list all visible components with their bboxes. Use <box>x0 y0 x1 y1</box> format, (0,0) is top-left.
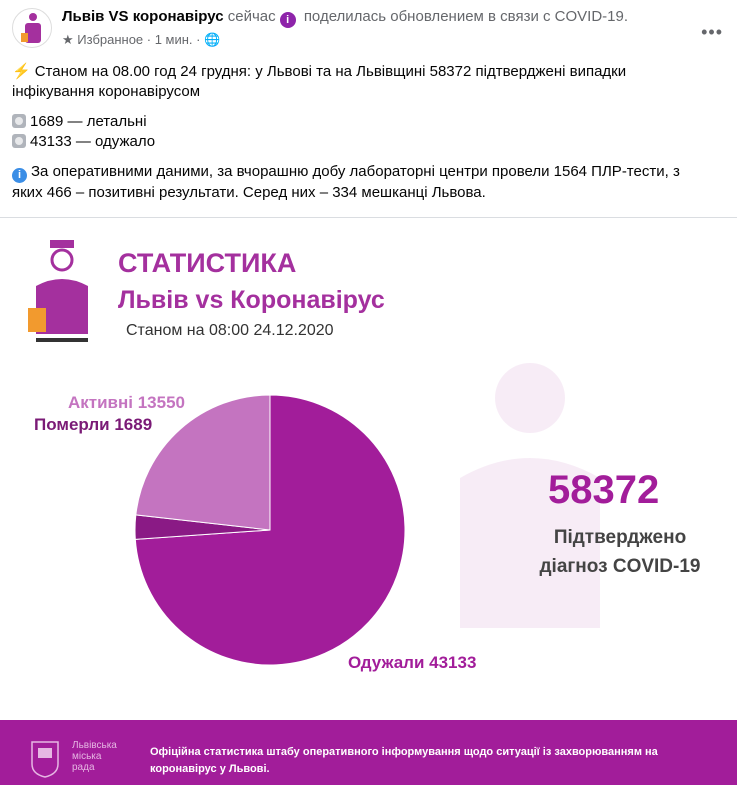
post-header: Львів VS коронавірус сейчас i поделилась … <box>12 8 628 48</box>
total-cases: 58372 <box>548 468 660 512</box>
total-label-1: Підтверджено <box>553 527 687 548</box>
lviv-coat-of-arms-icon <box>31 741 59 778</box>
bullet-icon <box>12 114 26 128</box>
pie-slice-2 <box>135 394 271 531</box>
globe-icon: 🌐 <box>204 32 221 47</box>
post-meta[interactable]: Избранное · 1 мин. · <box>77 32 201 47</box>
info-icon: i <box>12 168 27 183</box>
infographic-date: Станом на 08:00 24.12.2020 <box>126 322 334 339</box>
recovered-line: 43133 — одужало <box>30 133 156 150</box>
label-deaths: Померли 1689 <box>34 415 153 434</box>
pie-chart <box>134 394 406 666</box>
divider <box>0 217 737 218</box>
doctor-logo-icon <box>28 240 88 342</box>
paragraph-cases: Станом на 08.00 год 24 грудня: у Львові … <box>12 63 627 100</box>
paragraph-tests: За оперативними даними, за вчорашню добу… <box>12 163 680 201</box>
label-recovered: Одужали 43133 <box>348 653 477 672</box>
infographic-title: СТАТИСТИКА <box>118 248 297 278</box>
bullet-icon <box>12 134 26 148</box>
more-icon[interactable]: ••• <box>701 22 723 42</box>
label-active: Активні 13550 <box>68 393 185 412</box>
post-text: ⚡ Станом на 08.00 год 24 грудня: у Львові… <box>12 62 712 213</box>
lightning-icon: ⚡ <box>12 63 31 80</box>
page-name[interactable]: Львів VS коронавірус <box>62 8 224 25</box>
city-council-name: Львівська міська рада <box>72 740 117 773</box>
watermark-doctor-icon <box>460 363 600 628</box>
deaths-line: 1689 — летальні <box>30 113 147 130</box>
info-icon: i <box>279 12 296 28</box>
total-label: Підтверджено діагноз COVID-19 <box>530 523 710 581</box>
post-time: сейчас <box>227 8 276 25</box>
post-action: поделилась обновлением в связи с COVID-1… <box>303 8 629 25</box>
page-avatar[interactable] <box>12 8 52 48</box>
total-label-2: діагноз COVID-19 <box>539 556 701 577</box>
banner-text: Офіційна статистика штабу оперативного і… <box>150 746 658 775</box>
star-icon: ★ <box>62 32 74 47</box>
infographic-subtitle: Львів vs Коронавірус <box>118 286 385 314</box>
infographic[interactable]: СТАТИСТИКА Львів vs Коронавірус Станом н… <box>0 218 737 718</box>
footer-banner: Львівська міська рада Офіційна статистик… <box>0 720 737 785</box>
